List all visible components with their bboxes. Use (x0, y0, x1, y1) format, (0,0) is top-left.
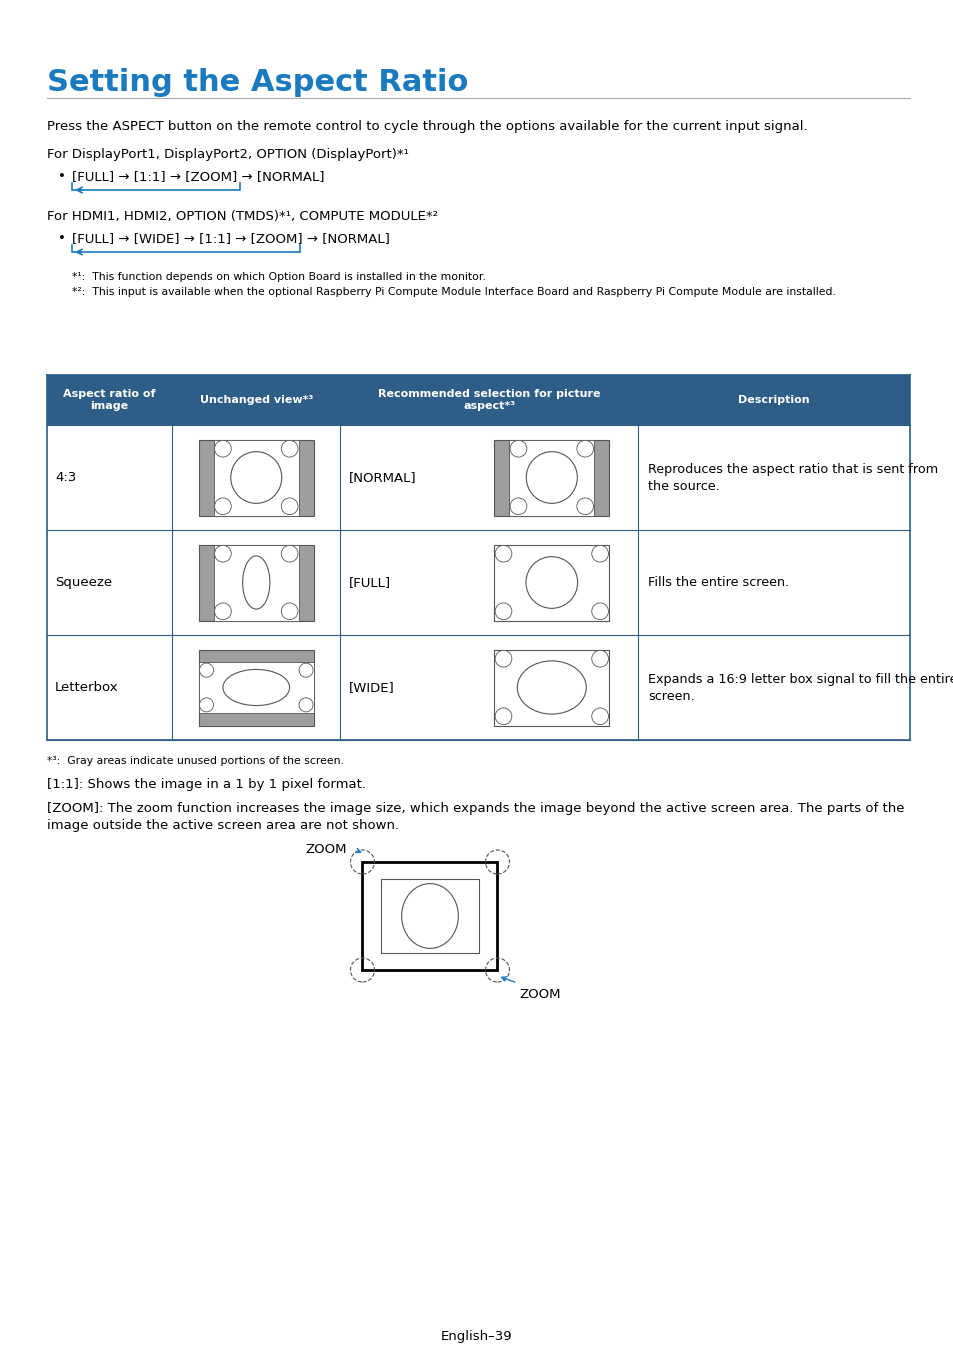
Text: For DisplayPort1, DisplayPort2, OPTION (DisplayPort)*¹: For DisplayPort1, DisplayPort2, OPTION (… (47, 148, 409, 161)
Text: Squeeze: Squeeze (55, 576, 112, 589)
Bar (198, 440, 314, 516)
Circle shape (281, 440, 297, 458)
Text: Reproduces the aspect ratio that is sent from
the source.: Reproduces the aspect ratio that is sent… (647, 463, 938, 493)
Circle shape (577, 498, 593, 514)
Bar (494, 544, 609, 621)
Ellipse shape (223, 670, 290, 706)
Bar (198, 663, 314, 713)
Ellipse shape (525, 556, 578, 609)
Text: •: • (58, 170, 66, 184)
Text: English–39: English–39 (440, 1330, 513, 1343)
Text: Letterbox: Letterbox (55, 680, 118, 694)
Text: *¹:  This function depends on which Option Board is installed in the monitor.: *¹: This function depends on which Optio… (71, 271, 485, 282)
Circle shape (591, 603, 608, 620)
Text: [NORMAL]: [NORMAL] (348, 471, 416, 485)
Bar (362, 863, 497, 971)
Text: [1:1]: Shows the image in a 1 by 1 pixel format.: [1:1]: Shows the image in a 1 by 1 pixel… (47, 778, 366, 791)
Text: Setting the Aspect Ratio: Setting the Aspect Ratio (47, 68, 468, 97)
Text: 4:3: 4:3 (55, 471, 76, 485)
Bar (494, 440, 609, 516)
Text: [WIDE]: [WIDE] (348, 680, 394, 694)
Text: For HDMI1, HDMI2, OPTION (TMDS)*¹, COMPUTE MODULE*²: For HDMI1, HDMI2, OPTION (TMDS)*¹, COMPU… (47, 211, 437, 223)
Text: ZOOM: ZOOM (305, 842, 347, 856)
Ellipse shape (526, 452, 577, 504)
Circle shape (214, 440, 231, 458)
Bar (198, 544, 314, 621)
Circle shape (199, 698, 213, 711)
Text: Unchanged view*³: Unchanged view*³ (199, 396, 313, 405)
Circle shape (577, 440, 593, 458)
Circle shape (281, 545, 297, 562)
Text: *²:  This input is available when the optional Raspberry Pi Compute Module Inter: *²: This input is available when the opt… (71, 288, 835, 297)
Ellipse shape (242, 556, 270, 609)
Circle shape (281, 603, 297, 620)
Bar (494, 649, 609, 725)
Text: [FULL]: [FULL] (348, 576, 390, 589)
Text: [ZOOM]: The zoom function increases the image size, which expands the image beyo: [ZOOM]: The zoom function increases the … (47, 802, 903, 832)
Circle shape (495, 545, 512, 562)
Text: [FULL] → [1:1] → [ZOOM] → [NORMAL]: [FULL] → [1:1] → [ZOOM] → [NORMAL] (71, 170, 324, 184)
Bar (47, 634, 909, 740)
Text: [FULL] → [WIDE] → [1:1] → [ZOOM] → [NORMAL]: [FULL] → [WIDE] → [1:1] → [ZOOM] → [NORM… (71, 232, 390, 244)
Text: Recommended selection for picture
aspect*³: Recommended selection for picture aspect… (377, 389, 599, 412)
Bar (47, 531, 909, 634)
Text: ZOOM: ZOOM (519, 988, 560, 1000)
Circle shape (495, 651, 512, 667)
Circle shape (214, 498, 231, 514)
Circle shape (281, 498, 297, 514)
Circle shape (495, 603, 512, 620)
Circle shape (298, 663, 313, 678)
Circle shape (214, 545, 231, 562)
Circle shape (510, 440, 526, 458)
Circle shape (214, 603, 231, 620)
Text: Aspect ratio of
image: Aspect ratio of image (63, 389, 155, 412)
Text: Press the ASPECT button on the remote control to cycle through the options avail: Press the ASPECT button on the remote co… (47, 120, 807, 134)
Circle shape (591, 707, 608, 725)
Circle shape (591, 545, 608, 562)
Ellipse shape (231, 452, 281, 504)
Ellipse shape (517, 662, 586, 714)
Bar (47, 425, 909, 531)
Text: •: • (58, 232, 66, 244)
Circle shape (591, 651, 608, 667)
Circle shape (495, 707, 512, 725)
Bar (198, 649, 314, 725)
Circle shape (510, 498, 526, 514)
Bar (213, 440, 298, 516)
Circle shape (298, 698, 313, 711)
Text: Expands a 16:9 letter box signal to fill the entire
screen.: Expands a 16:9 letter box signal to fill… (647, 672, 953, 702)
Bar (213, 544, 298, 621)
Bar (509, 440, 594, 516)
Bar (47, 375, 909, 425)
Bar (381, 879, 478, 953)
Text: Fills the entire screen.: Fills the entire screen. (647, 576, 788, 589)
Text: *³:  Gray areas indicate unused portions of the screen.: *³: Gray areas indicate unused portions … (47, 756, 343, 765)
Circle shape (199, 663, 213, 678)
Text: Description: Description (738, 396, 809, 405)
